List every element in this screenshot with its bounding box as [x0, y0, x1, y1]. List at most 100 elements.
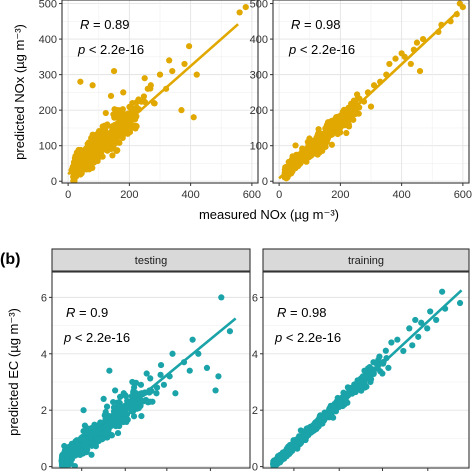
y-tick-label: 500 [250, 0, 268, 11]
data-point [157, 371, 164, 378]
data-point [112, 387, 119, 394]
data-point [114, 147, 121, 154]
data-point [83, 443, 90, 450]
data-point [77, 78, 84, 85]
data-point [94, 436, 101, 443]
data-point [419, 35, 427, 43]
data-point [86, 143, 93, 150]
data-layer [270, 288, 464, 468]
data-point [292, 142, 299, 149]
data-point [181, 60, 188, 68]
data-point [120, 390, 127, 397]
data-point [190, 114, 197, 121]
y-tick-label: 6 [252, 292, 258, 304]
data-point [367, 378, 374, 386]
data-point [64, 458, 71, 465]
y-tick-label: 200 [250, 105, 268, 117]
regression-line [59, 317, 237, 464]
data-point [126, 110, 133, 117]
facet-strip-label: testing [135, 255, 167, 267]
data-point [236, 9, 243, 16]
data-point [77, 436, 84, 443]
y-tick-label: 2 [252, 405, 258, 417]
data-point [418, 319, 425, 326]
data-point [140, 93, 148, 100]
data-point [138, 413, 145, 420]
data-point [386, 60, 393, 68]
facet-strip [51, 248, 251, 272]
data-point [394, 336, 401, 343]
data-point [137, 381, 145, 388]
data-point [93, 131, 100, 138]
data-point [107, 92, 115, 100]
data-point [114, 107, 121, 114]
data-point [156, 71, 164, 78]
p-annotation: p < 2.2e-16 [63, 330, 130, 345]
p-annotation: p < 2.2e-16 [288, 42, 355, 57]
data-point [328, 141, 336, 148]
data-point [122, 129, 129, 137]
data-point [157, 361, 165, 369]
data-point [110, 143, 117, 150]
data-point [379, 370, 386, 377]
data-point [147, 375, 154, 382]
data-point [456, 299, 464, 307]
data-point [77, 153, 84, 160]
data-point [126, 121, 133, 128]
data-point [415, 333, 422, 340]
data-point [102, 415, 109, 423]
data-point [92, 136, 99, 143]
data-point [361, 367, 368, 374]
y-tick-label: 500 [39, 0, 57, 11]
data-point [215, 373, 222, 380]
data-point [111, 135, 118, 142]
y-axis-title-bottom: predicted EC (µg m⁻³) [6, 308, 21, 436]
data-point [306, 135, 313, 142]
data-point [358, 387, 365, 394]
data-point [407, 60, 414, 68]
y-tick-label: 0 [252, 462, 258, 474]
y-axis-title-top: predicted NOx (µg m⁻³) [12, 24, 27, 160]
data-point [143, 370, 150, 377]
data-point [459, 4, 466, 11]
data-point [130, 387, 137, 394]
x-tick-label: 200 [120, 189, 138, 201]
data-point [90, 440, 98, 448]
panel-border [262, 271, 470, 469]
data-point [133, 104, 140, 111]
data-point [348, 112, 355, 120]
data-point [212, 387, 219, 394]
data-point [153, 390, 160, 397]
data-point [439, 288, 446, 295]
data-point [189, 336, 196, 343]
data-point [101, 124, 108, 132]
regression-line [67, 23, 239, 176]
data-point [169, 350, 176, 357]
y-tick-label: 100 [250, 141, 268, 153]
data-point [123, 416, 131, 423]
data-point [413, 39, 421, 46]
data-point [355, 110, 362, 117]
x-tick-label: 600 [454, 189, 472, 201]
data-point [91, 158, 98, 165]
data-point [89, 424, 96, 431]
data-point [77, 146, 84, 154]
data-point [307, 152, 314, 159]
data-point [433, 316, 440, 324]
data-point [370, 359, 377, 366]
y-tick-label: 0 [41, 462, 47, 474]
data-point [385, 364, 392, 371]
panel-tag-b: (b) [0, 251, 20, 268]
data-point [128, 406, 135, 413]
x-axis-title-top: measured NOx (µg m⁻³) [199, 207, 339, 222]
data-point [315, 126, 322, 133]
data-point [424, 325, 431, 332]
data-point [110, 67, 118, 75]
data-point [382, 347, 389, 354]
data-point [195, 350, 202, 357]
data-point [299, 145, 306, 152]
x-tick-label: 200 [331, 189, 349, 201]
data-point [367, 103, 375, 110]
y-tick-label: 6 [41, 292, 47, 304]
